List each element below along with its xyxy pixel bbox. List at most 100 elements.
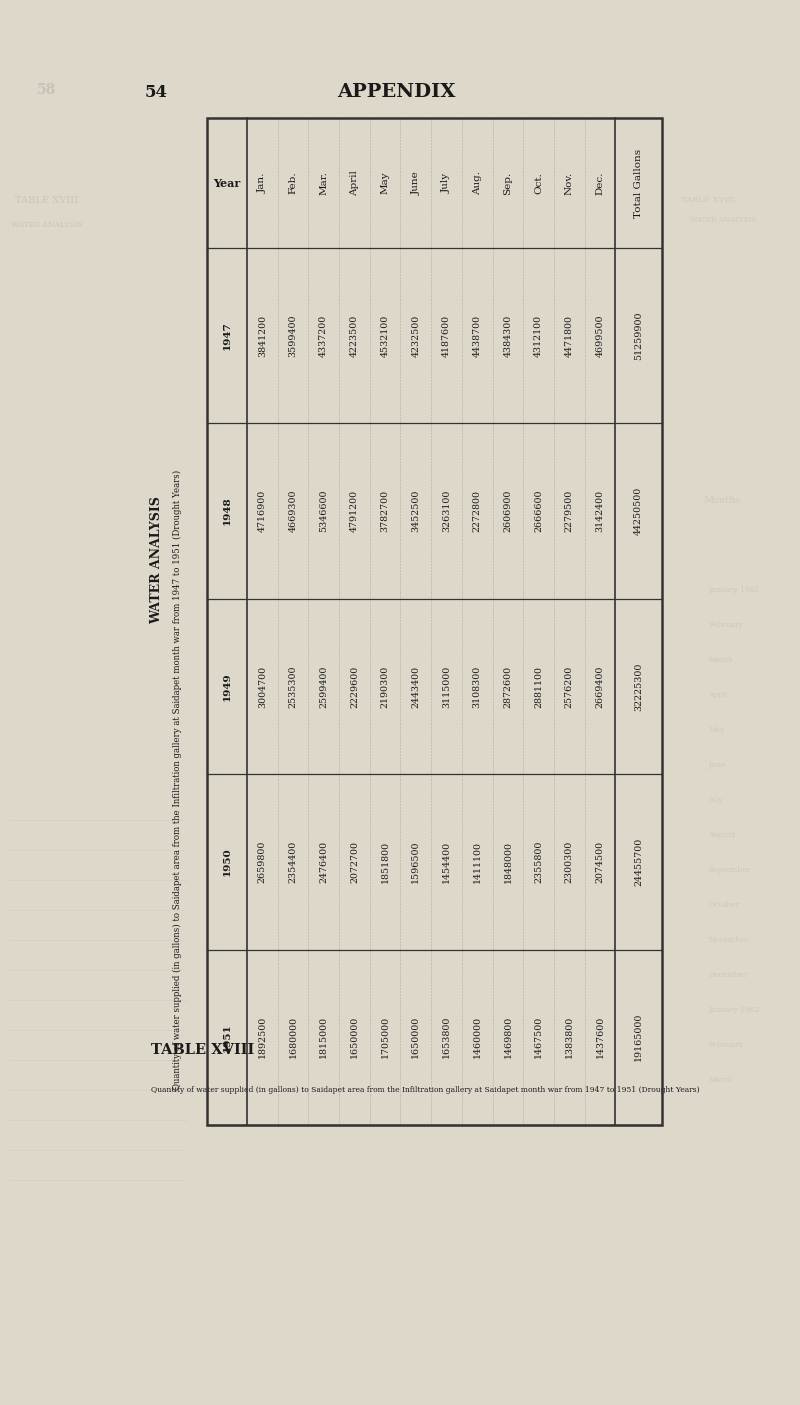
Text: 2576200: 2576200: [565, 666, 574, 708]
Text: TABLE XVIII: TABLE XVIII: [151, 1043, 254, 1057]
Text: February: February: [709, 1041, 743, 1050]
Text: March: March: [709, 656, 734, 665]
Text: Quantity of water supplied (in gallons) to Saidapet area from the Infiltration g: Quantity of water supplied (in gallons) …: [173, 469, 182, 1090]
Text: 54: 54: [145, 83, 168, 101]
Text: APPENDIX: APPENDIX: [337, 83, 455, 101]
Text: 2229600: 2229600: [350, 666, 359, 708]
Text: 51259900: 51259900: [634, 312, 643, 360]
Text: July: July: [442, 173, 451, 192]
Text: 1650000: 1650000: [411, 1016, 420, 1058]
Text: 4232500: 4232500: [411, 315, 420, 357]
Text: 4384300: 4384300: [503, 315, 513, 357]
Text: Oct.: Oct.: [534, 171, 543, 194]
Text: 2669400: 2669400: [595, 666, 605, 708]
Text: 4716900: 4716900: [258, 490, 267, 532]
Text: 3782700: 3782700: [381, 490, 390, 532]
Text: TABLE XVIII: TABLE XVIII: [681, 197, 734, 204]
Text: 5346600: 5346600: [319, 490, 328, 532]
Text: 4791200: 4791200: [350, 490, 359, 532]
Text: 2606900: 2606900: [503, 490, 513, 532]
Text: 1851800: 1851800: [381, 840, 390, 882]
Text: 3108300: 3108300: [473, 666, 482, 708]
Bar: [207, 118, 662, 1125]
Text: 1469800: 1469800: [503, 1016, 513, 1058]
Text: 4187600: 4187600: [442, 315, 451, 357]
Text: September: September: [709, 865, 750, 874]
Text: 1383800: 1383800: [565, 1016, 574, 1058]
Text: 1949: 1949: [222, 672, 231, 701]
Text: 1848000: 1848000: [503, 842, 513, 882]
Text: 1411100: 1411100: [473, 842, 482, 882]
Text: 1437600: 1437600: [595, 1016, 605, 1058]
Text: August: August: [709, 830, 736, 839]
Text: 1815000: 1815000: [319, 1016, 328, 1058]
Text: 2443400: 2443400: [411, 666, 420, 708]
Text: 32225300: 32225300: [634, 662, 643, 711]
Text: Quantity of water supplied (in gallons) to Saidapet area from the Infiltration g: Quantity of water supplied (in gallons) …: [151, 1086, 700, 1094]
Text: 1650000: 1650000: [350, 1016, 359, 1058]
Text: 4223500: 4223500: [350, 315, 359, 357]
Text: 4699500: 4699500: [595, 315, 605, 357]
Text: 2190300: 2190300: [381, 666, 390, 708]
Text: Mar.: Mar.: [319, 171, 328, 195]
Text: June: June: [411, 171, 420, 195]
Text: 4532100: 4532100: [381, 315, 390, 357]
Text: WATER ANALYSIS: WATER ANALYSIS: [10, 221, 82, 229]
Text: 2872600: 2872600: [503, 666, 513, 708]
Text: 58: 58: [37, 83, 56, 97]
Text: May: May: [709, 726, 725, 733]
Text: 2535300: 2535300: [289, 665, 298, 708]
Text: 19165000: 19165000: [634, 1013, 643, 1062]
Text: 1950: 1950: [222, 847, 231, 877]
Text: 3004700: 3004700: [258, 666, 267, 708]
Text: 2659800: 2659800: [258, 840, 267, 884]
Text: Feb.: Feb.: [289, 171, 298, 194]
Text: 2666600: 2666600: [534, 490, 543, 532]
Text: Months: Months: [704, 496, 742, 504]
Text: 2476400: 2476400: [319, 840, 328, 882]
Text: 1653800: 1653800: [442, 1016, 451, 1058]
Text: 4669300: 4669300: [289, 490, 298, 532]
Text: 4312100: 4312100: [534, 315, 543, 357]
Text: November: November: [709, 936, 749, 944]
Text: February: February: [709, 621, 743, 629]
Text: 2074500: 2074500: [595, 840, 605, 882]
Text: WATER ANALYSIS: WATER ANALYSIS: [690, 216, 756, 223]
Text: 2599400: 2599400: [319, 666, 328, 708]
Text: 1951: 1951: [222, 1023, 231, 1052]
Text: 1947: 1947: [222, 322, 231, 350]
Text: 2354400: 2354400: [289, 840, 298, 882]
Text: January 1962: January 1962: [709, 1006, 760, 1014]
Text: 1467500: 1467500: [534, 1016, 543, 1058]
Text: Jan.: Jan.: [258, 173, 267, 194]
Text: 1948: 1948: [222, 497, 231, 525]
Text: January 1961: January 1961: [709, 586, 760, 594]
Text: 4471800: 4471800: [565, 315, 574, 357]
Text: 1680000: 1680000: [289, 1016, 298, 1058]
Text: Year: Year: [214, 177, 241, 188]
Text: June: June: [709, 762, 726, 769]
Text: Aug.: Aug.: [473, 171, 482, 195]
Text: 4337200: 4337200: [319, 315, 328, 357]
Text: 1705000: 1705000: [381, 1016, 390, 1058]
Text: 3599400: 3599400: [289, 315, 298, 357]
Text: 2279500: 2279500: [565, 490, 574, 532]
Text: 3115000: 3115000: [442, 666, 451, 708]
Text: 44250500: 44250500: [634, 488, 643, 535]
Text: March: March: [709, 1076, 734, 1085]
Text: October: October: [709, 901, 739, 909]
Text: 1454400: 1454400: [442, 840, 451, 882]
Text: 3263100: 3263100: [442, 490, 451, 532]
Text: May: May: [381, 171, 390, 194]
Text: 2881100: 2881100: [534, 666, 543, 708]
Text: 3142400: 3142400: [595, 490, 605, 532]
Text: 2072700: 2072700: [350, 842, 359, 882]
Text: 2272800: 2272800: [473, 490, 482, 532]
Text: Nov.: Nov.: [565, 171, 574, 195]
Text: 24455700: 24455700: [634, 837, 643, 887]
Text: TABLE XVIII: TABLE XVIII: [15, 195, 78, 205]
Text: 1892500: 1892500: [258, 1016, 267, 1058]
Text: 2355800: 2355800: [534, 840, 543, 884]
Text: 1596500: 1596500: [411, 840, 420, 884]
Text: April: April: [709, 691, 727, 700]
